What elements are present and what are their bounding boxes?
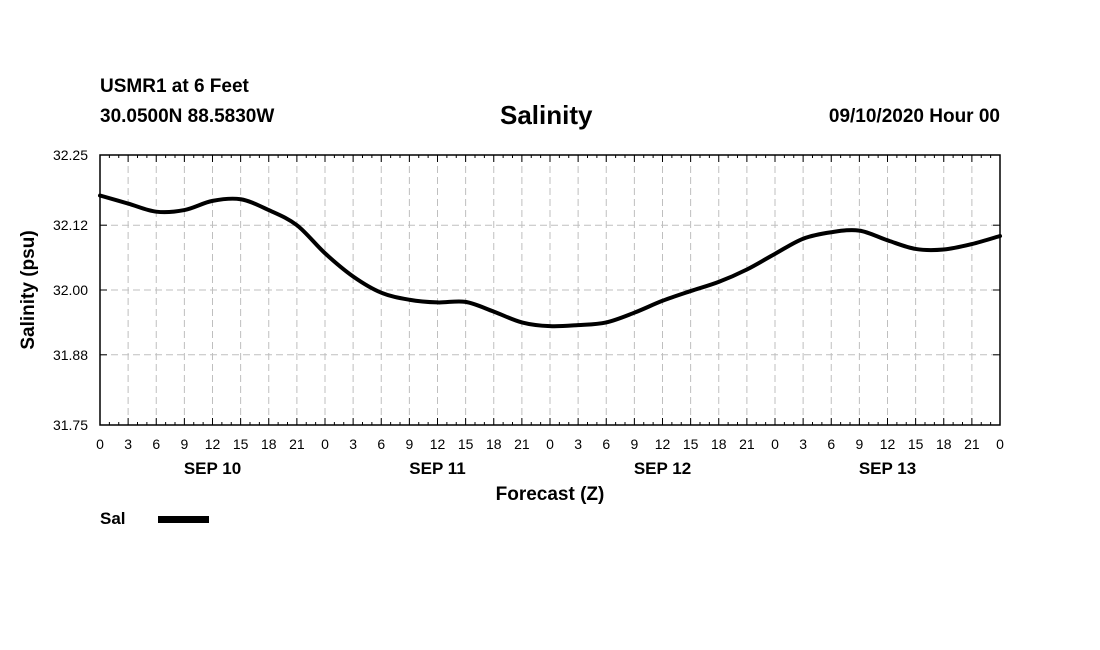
x-tick-label: 9 xyxy=(855,436,863,452)
x-tick-label: 6 xyxy=(602,436,610,452)
y-axis-label: Salinity (psu) xyxy=(18,230,39,349)
x-tick-label: 18 xyxy=(261,436,277,452)
x-tick-label: 6 xyxy=(827,436,835,452)
x-tick-label: 15 xyxy=(683,436,699,452)
x-tick-label: 15 xyxy=(908,436,924,452)
salinity-series-line xyxy=(98,193,1002,329)
y-tick-label: 32.00 xyxy=(53,282,88,298)
axis-ticks xyxy=(99,154,1001,426)
x-tick-label: 21 xyxy=(289,436,305,452)
x-tick-label: 18 xyxy=(711,436,727,452)
x-tick-label: 18 xyxy=(486,436,502,452)
x-tick-label: 3 xyxy=(124,436,132,452)
x-tick-label: 0 xyxy=(996,436,1004,452)
station-coordinates: 30.0500N 88.5830W xyxy=(100,106,275,127)
x-tick-label: 9 xyxy=(405,436,413,452)
x-tick-label: 12 xyxy=(880,436,896,452)
y-tick-label: 32.25 xyxy=(53,147,88,163)
x-tick-label: 0 xyxy=(546,436,554,452)
x-tick-label: 0 xyxy=(96,436,104,452)
x-tick-label: 12 xyxy=(655,436,671,452)
y-tick-labels: 31.75 31.88 32.00 32.12 32.25 xyxy=(53,147,88,433)
station-label: USMR1 at 6 Feet xyxy=(100,76,249,97)
forecast-issue-time: 09/10/2020 Hour 00 xyxy=(828,106,1000,127)
x-tick-label: 18 xyxy=(936,436,952,452)
legend: Sal xyxy=(100,509,209,529)
x-tick-label: 0 xyxy=(771,436,779,452)
y-tick-label: 32.12 xyxy=(53,217,88,233)
y-tick-label: 31.75 xyxy=(53,417,88,433)
day-labels: SEP 10 SEP 11 SEP 12 SEP 13 xyxy=(184,459,916,478)
x-tick-labels: 0 3 6 9 12 15 18 21 0 3 6 9 12 15 18 21 0 3 6 9 12 15 18 21 0 3 6 9… xyxy=(96,436,1004,452)
day-label: SEP 13 xyxy=(859,459,916,478)
x-tick-label: 3 xyxy=(574,436,582,452)
x-tick-label: 21 xyxy=(739,436,755,452)
x-tick-label: 9 xyxy=(630,436,638,452)
day-label: SEP 11 xyxy=(409,459,465,478)
x-tick-label: 6 xyxy=(377,436,385,452)
x-tick-label: 3 xyxy=(799,436,807,452)
x-axis-label: Forecast (Z) xyxy=(496,484,605,505)
x-tick-label: 9 xyxy=(180,436,188,452)
x-tick-label: 15 xyxy=(458,436,474,452)
legend-line-swatch xyxy=(157,515,209,523)
x-tick-label: 3 xyxy=(349,436,357,452)
legend-label: Sal xyxy=(100,509,126,528)
x-tick-label: 21 xyxy=(964,436,980,452)
grid-lines xyxy=(100,155,1000,425)
x-tick-label: 15 xyxy=(233,436,249,452)
day-label: SEP 12 xyxy=(634,459,691,478)
y-tick-label: 31.88 xyxy=(53,347,88,363)
chart-title: Salinity xyxy=(500,100,593,130)
day-label: SEP 10 xyxy=(184,459,241,478)
x-tick-label: 6 xyxy=(152,436,160,452)
x-tick-label: 21 xyxy=(514,436,530,452)
x-tick-label: 12 xyxy=(205,436,221,452)
x-tick-label: 12 xyxy=(430,436,446,452)
x-tick-label: 0 xyxy=(321,436,329,452)
